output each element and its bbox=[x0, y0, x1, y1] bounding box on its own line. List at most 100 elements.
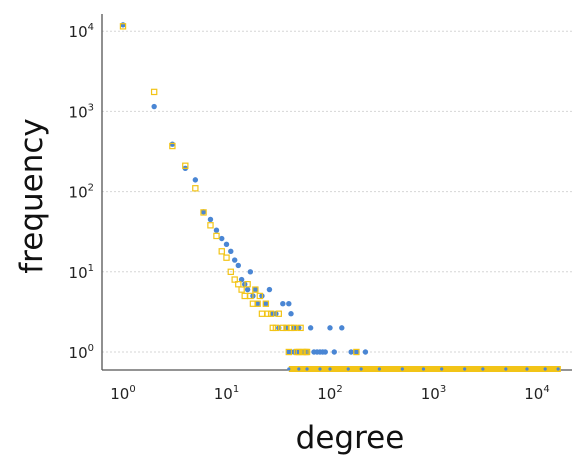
circle-point bbox=[223, 241, 230, 248]
axes bbox=[101, 14, 572, 371]
square-point bbox=[267, 310, 275, 317]
y-tick-label: 100 bbox=[69, 343, 94, 362]
square-point bbox=[182, 162, 189, 169]
circle-point bbox=[238, 276, 245, 283]
circle-point bbox=[339, 325, 345, 331]
tick-labels: 100 101 102 103 104 100 101 102 103 104 bbox=[69, 22, 550, 403]
square-point bbox=[235, 281, 242, 288]
circle-point bbox=[120, 22, 126, 28]
square-point bbox=[169, 142, 176, 150]
x-tick-label: 101 bbox=[214, 384, 239, 403]
circle-point bbox=[331, 349, 337, 355]
square-point bbox=[244, 281, 251, 288]
data-points bbox=[119, 22, 369, 356]
y-tick-label: 103 bbox=[69, 102, 94, 121]
circle-point bbox=[235, 262, 241, 269]
axis-band-dot bbox=[377, 367, 381, 371]
axis-band-dot bbox=[346, 367, 350, 371]
circle-point bbox=[244, 286, 251, 293]
axis-band-dot bbox=[359, 367, 363, 371]
circle-point bbox=[280, 301, 286, 307]
square-point bbox=[295, 348, 303, 356]
circle-point bbox=[322, 349, 328, 355]
square-point bbox=[192, 185, 199, 192]
circle-point bbox=[362, 349, 369, 355]
square-point bbox=[207, 222, 214, 229]
circle-point bbox=[151, 103, 157, 110]
square-point bbox=[290, 324, 298, 332]
square-point bbox=[223, 254, 230, 261]
y-tick-label: 101 bbox=[69, 263, 94, 282]
square-point bbox=[241, 292, 248, 300]
circle-point bbox=[307, 325, 314, 331]
x-tick-label: 103 bbox=[421, 384, 446, 403]
square-point bbox=[254, 300, 261, 307]
circle-point bbox=[327, 325, 333, 331]
square-point bbox=[353, 348, 360, 356]
circle-point bbox=[192, 177, 199, 183]
axis-band-dot bbox=[543, 367, 547, 371]
square-point bbox=[275, 310, 282, 317]
axis-band-dot bbox=[421, 367, 426, 371]
circle-point bbox=[263, 301, 269, 307]
square-point bbox=[200, 209, 207, 216]
axis-band-dot bbox=[481, 367, 485, 371]
axis-band-dot bbox=[400, 367, 404, 371]
circle-point bbox=[252, 286, 259, 293]
gridlines bbox=[102, 30, 572, 353]
square-point bbox=[227, 268, 234, 276]
circle-point bbox=[247, 269, 254, 275]
square-point bbox=[279, 324, 287, 332]
axis-band bbox=[287, 366, 561, 372]
circle-point bbox=[169, 141, 176, 147]
axis-band-dot bbox=[525, 367, 529, 371]
y-tick-label: 104 bbox=[69, 22, 94, 41]
square-point bbox=[119, 23, 127, 30]
square-point bbox=[218, 248, 225, 255]
square-point bbox=[256, 292, 264, 300]
square-point bbox=[252, 286, 259, 293]
circle-point bbox=[266, 286, 273, 293]
square-point bbox=[150, 88, 158, 96]
axis-band-dot bbox=[287, 367, 291, 371]
circle-point bbox=[228, 248, 234, 255]
square-point bbox=[272, 324, 280, 332]
square-point bbox=[247, 292, 254, 300]
square-point bbox=[297, 324, 304, 332]
square-point bbox=[238, 286, 245, 293]
circle-point bbox=[213, 227, 220, 233]
square-point bbox=[262, 300, 270, 307]
axis-band-dot bbox=[297, 367, 301, 371]
circle-point bbox=[200, 209, 207, 215]
circle-point bbox=[348, 349, 354, 355]
square-point bbox=[303, 348, 311, 356]
square-point bbox=[283, 324, 290, 332]
x-axis-title: degree bbox=[296, 420, 405, 455]
axis-band-dot bbox=[504, 367, 508, 371]
circle-point bbox=[353, 349, 360, 355]
square-point bbox=[213, 232, 220, 240]
square-point bbox=[231, 276, 238, 283]
square-point bbox=[264, 310, 271, 317]
circle-point bbox=[288, 311, 294, 317]
axis-band-dot bbox=[463, 367, 467, 371]
axis-band-dot bbox=[328, 367, 332, 371]
x-tick-label: 102 bbox=[317, 384, 342, 403]
axis-band-dot bbox=[440, 367, 444, 371]
axis-band-dot bbox=[318, 367, 322, 371]
axis-band-dot bbox=[556, 367, 560, 371]
circle-point bbox=[231, 257, 238, 263]
circle-point bbox=[286, 301, 292, 307]
circle-point bbox=[219, 235, 225, 242]
square-point bbox=[258, 310, 266, 317]
x-tick-label: 100 bbox=[110, 384, 135, 403]
square-point bbox=[285, 348, 293, 356]
circle-point bbox=[207, 216, 214, 223]
circle-point bbox=[254, 301, 261, 307]
y-tick-label: 102 bbox=[69, 183, 94, 202]
y-axis-title: frequency bbox=[14, 118, 50, 273]
x-tick-label: 104 bbox=[524, 384, 549, 403]
axis-band-dot bbox=[305, 367, 309, 371]
